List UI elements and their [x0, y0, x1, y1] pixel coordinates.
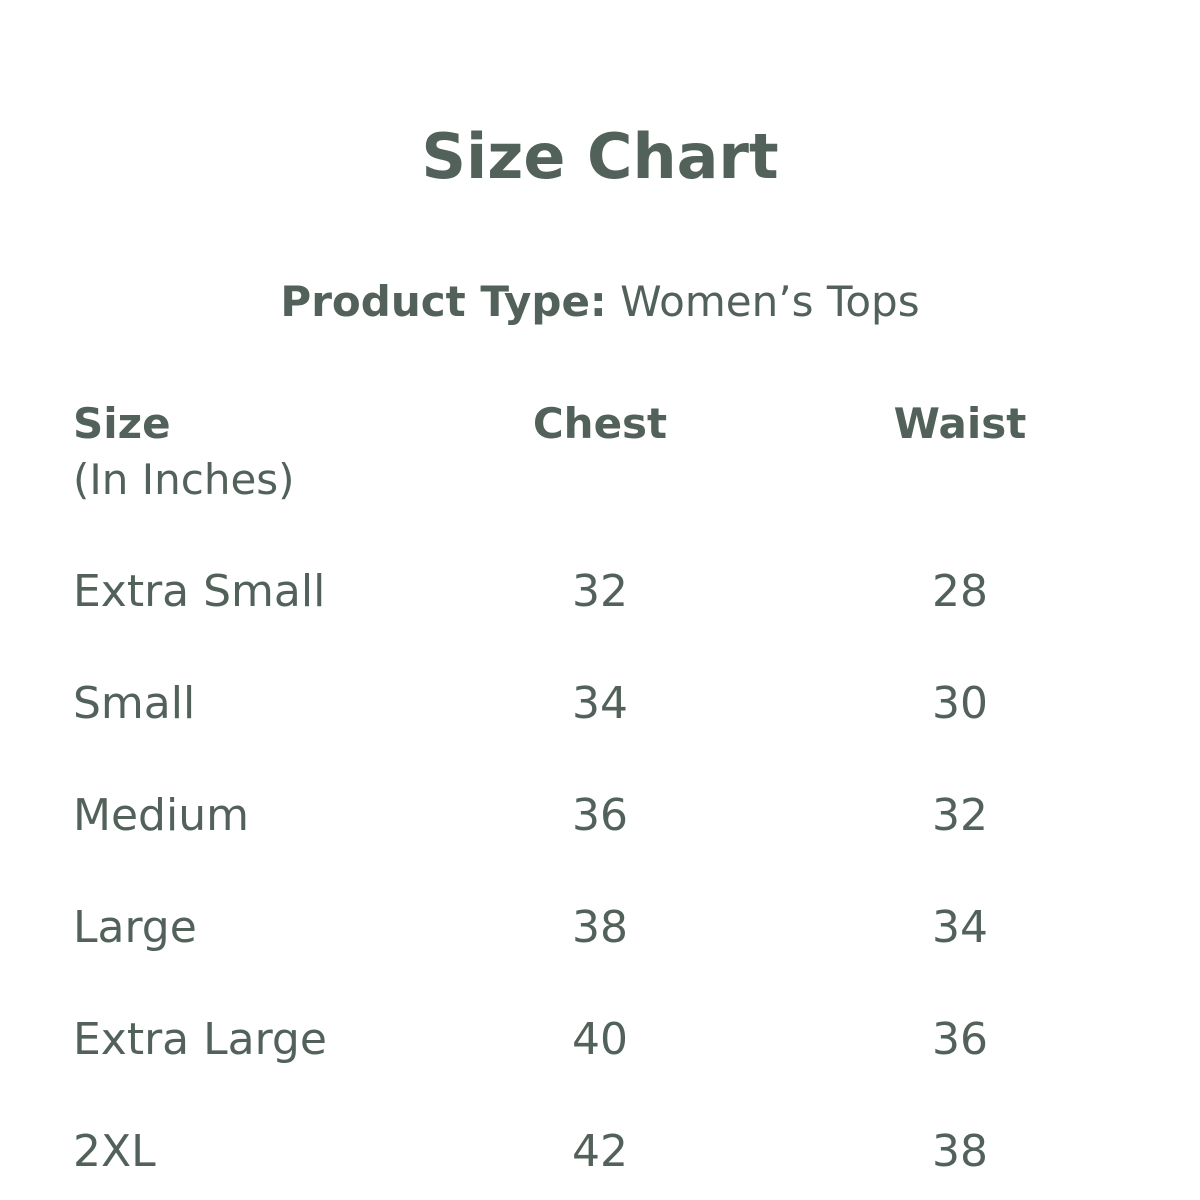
table-cell-waist: 30: [932, 678, 988, 729]
table-cell-waist: 32: [932, 790, 988, 841]
product-type-label: Product Type:: [280, 277, 607, 326]
table-cell-size: 2XL: [73, 1126, 156, 1177]
table-cell-waist: 38: [932, 1126, 988, 1177]
table-cell-chest: 34: [572, 678, 628, 729]
table-cell-chest: 38: [572, 902, 628, 953]
table-cell-chest: 36: [572, 790, 628, 841]
table-cell-waist: 34: [932, 902, 988, 953]
header-size: Size: [73, 399, 171, 448]
table-cell-waist: 36: [932, 1014, 988, 1065]
table-cell-chest: 32: [572, 566, 628, 617]
header-size-note: (In Inches): [73, 455, 295, 504]
table-cell-size: Extra Small: [73, 566, 326, 617]
header-waist: Waist: [893, 399, 1027, 448]
table-cell-size: Large: [73, 902, 197, 953]
table-cell-size: Medium: [73, 790, 249, 841]
table-cell-size: Small: [73, 678, 196, 729]
table-cell-chest: 42: [572, 1126, 628, 1177]
product-type: Product Type: Women’s Tops: [0, 281, 1200, 323]
page-title: Size Chart: [421, 120, 779, 193]
header-chest: Chest: [532, 399, 668, 448]
table-cell-waist: 28: [932, 566, 988, 617]
table-cell-size: Extra Large: [73, 1014, 327, 1065]
table-cell-chest: 40: [572, 1014, 628, 1065]
product-type-value: Women’s Tops: [620, 277, 920, 326]
